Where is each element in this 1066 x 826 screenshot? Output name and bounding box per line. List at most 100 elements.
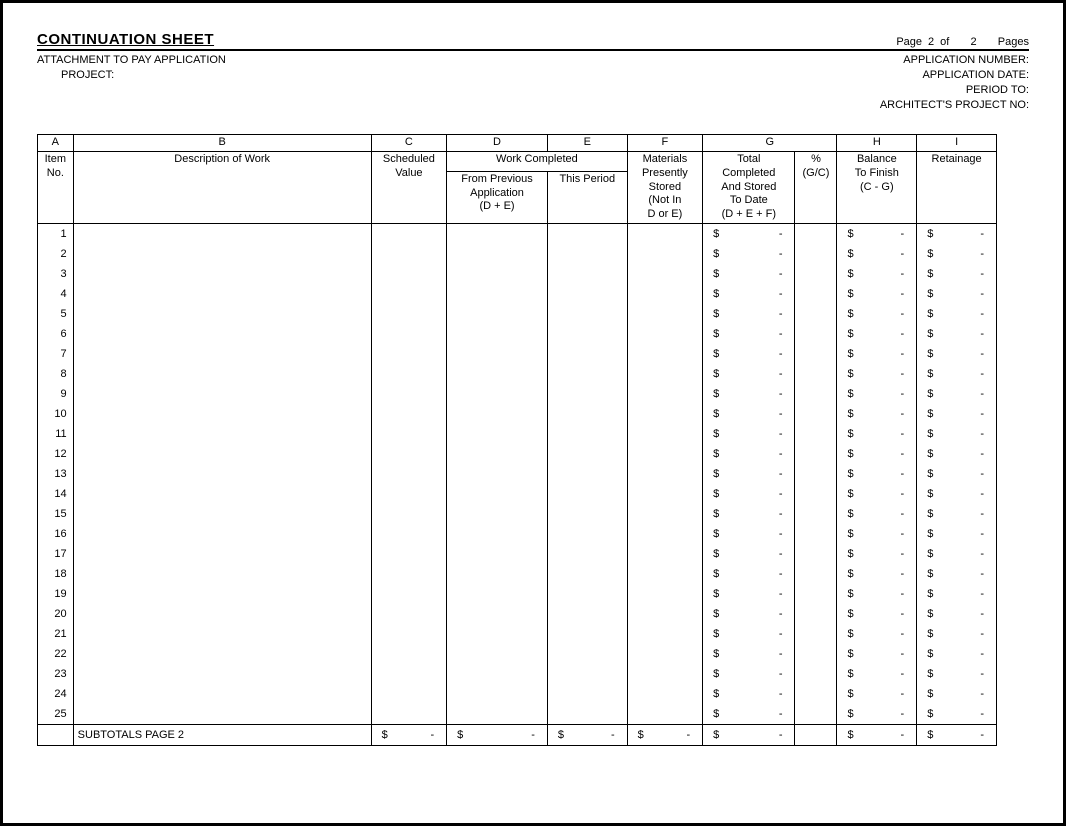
empty-cell [547, 684, 627, 704]
col-letter: A [38, 135, 74, 152]
col-letter: H [837, 135, 917, 152]
header-item-no: Item No. [38, 152, 74, 224]
empty-cell [627, 304, 703, 324]
document-frame: CONTINUATION SHEET Page 2 of 2 Pages ATT… [0, 0, 1066, 826]
empty-cell [627, 424, 703, 444]
item-number: 19 [38, 584, 74, 604]
empty-cell [795, 444, 837, 464]
empty-cell [371, 684, 447, 704]
empty-cell [795, 504, 837, 524]
money-cell: $- [917, 324, 997, 344]
col-letter: C [371, 135, 447, 152]
money-cell: $- [703, 424, 795, 444]
money-cell: $- [837, 304, 917, 324]
empty-cell [73, 424, 371, 444]
table-row: 20$-$-$- [38, 604, 997, 624]
empty-cell [73, 364, 371, 384]
empty-cell [627, 444, 703, 464]
empty-cell [371, 704, 447, 725]
money-cell: $- [703, 444, 795, 464]
empty-cell [795, 264, 837, 284]
item-number: 9 [38, 384, 74, 404]
money-cell: $- [837, 484, 917, 504]
empty-cell [627, 544, 703, 564]
empty-cell [627, 324, 703, 344]
empty-cell [371, 604, 447, 624]
item-number: 17 [38, 544, 74, 564]
empty-cell [73, 624, 371, 644]
item-number: 10 [38, 404, 74, 424]
money-cell: $- [917, 644, 997, 664]
money-cell: $- [703, 244, 795, 264]
money-cell: $- [703, 704, 795, 725]
money-cell: $- [837, 444, 917, 464]
item-number: 12 [38, 444, 74, 464]
empty-cell [547, 244, 627, 264]
table-row: 7$-$-$- [38, 344, 997, 364]
table-row: 19$-$-$- [38, 584, 997, 604]
column-letter-row: A B C D E F G H I [38, 135, 997, 152]
table-header: A B C D E F G H I Item No. Description o… [38, 135, 997, 224]
header-materials: Materials Presently Stored (Not In D or … [627, 152, 703, 224]
empty-cell [795, 223, 837, 244]
header-from-previous: From Previous Application (D + E) [447, 171, 548, 223]
empty-cell [627, 464, 703, 484]
empty-cell [371, 664, 447, 684]
subtotal-row: SUBTOTALS PAGE 2 $- $- $- $- $- $- $- [38, 724, 997, 745]
page-info: Page 2 of 2 Pages [896, 36, 1029, 49]
empty-cell [371, 584, 447, 604]
empty-cell [627, 664, 703, 684]
empty-cell [73, 464, 371, 484]
item-number: 5 [38, 304, 74, 324]
table-row: 21$-$-$- [38, 624, 997, 644]
empty-cell [371, 304, 447, 324]
empty-cell [795, 244, 837, 264]
empty-cell [547, 444, 627, 464]
empty-cell [627, 644, 703, 664]
column-label-row-1: Item No. Description of Work Scheduled V… [38, 152, 997, 172]
table-row: 10$-$-$- [38, 404, 997, 424]
document-title: CONTINUATION SHEET [37, 31, 214, 49]
empty-cell [447, 644, 548, 664]
empty-cell [627, 404, 703, 424]
empty-cell [447, 424, 548, 444]
table-body: 1$-$-$-2$-$-$-3$-$-$-4$-$-$-5$-$-$-6$-$-… [38, 223, 997, 724]
continuation-table: A B C D E F G H I Item No. Description o… [37, 134, 997, 746]
empty-cell [73, 304, 371, 324]
item-number: 16 [38, 524, 74, 544]
empty-cell [547, 304, 627, 324]
period-to-label: PERIOD TO: [880, 83, 1029, 98]
empty-cell [447, 704, 548, 725]
empty-cell [795, 364, 837, 384]
empty-cell [795, 304, 837, 324]
empty-cell [795, 324, 837, 344]
table-footer: SUBTOTALS PAGE 2 $- $- $- $- $- $- $- [38, 724, 997, 745]
money-cell: $- [703, 304, 795, 324]
money-cell: $- [703, 544, 795, 564]
empty-cell [447, 264, 548, 284]
empty-cell [73, 223, 371, 244]
empty-cell [447, 524, 548, 544]
money-cell: $- [837, 684, 917, 704]
empty-cell [447, 464, 548, 484]
money-cell: $- [837, 644, 917, 664]
money-cell: $- [703, 404, 795, 424]
empty-cell [627, 584, 703, 604]
empty-cell [447, 604, 548, 624]
money-cell: $- [837, 604, 917, 624]
header-description: Description of Work [73, 152, 371, 224]
empty-cell [795, 664, 837, 684]
empty-cell [73, 604, 371, 624]
item-number: 4 [38, 284, 74, 304]
empty-cell [795, 284, 837, 304]
architect-project-no-label: ARCHITECT'S PROJECT NO: [880, 98, 1029, 113]
empty-cell [73, 324, 371, 344]
empty-cell [795, 584, 837, 604]
money-cell: $- [917, 504, 997, 524]
empty-cell [371, 424, 447, 444]
empty-cell [371, 564, 447, 584]
money-cell: $- [917, 424, 997, 444]
empty-cell [447, 284, 548, 304]
header-balance: Balance To Finish (C - G) [837, 152, 917, 224]
money-cell: $- [703, 264, 795, 284]
